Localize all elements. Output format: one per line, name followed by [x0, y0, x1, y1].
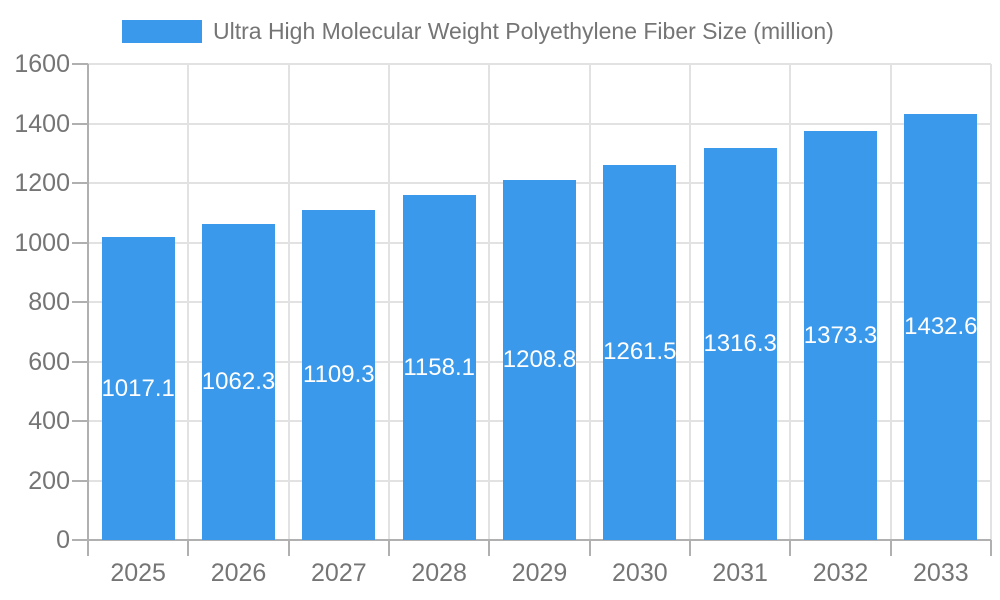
x-axis-tick-label: 2031	[712, 559, 768, 587]
y-axis-tick	[72, 479, 88, 482]
bar-2028	[402, 195, 476, 540]
y-axis-tick-label: 200	[28, 466, 70, 495]
x-axis-tick-label: 2033	[913, 559, 969, 587]
gridline-horizontal	[88, 122, 991, 125]
bar-value-label: 1261.5	[603, 338, 677, 366]
bar-value-label: 1432.6	[904, 312, 978, 340]
bar-2030	[603, 164, 677, 540]
y-axis-tick-label: 0	[56, 526, 70, 554]
x-axis-tick-label: 2026	[210, 559, 267, 587]
x-axis-tick	[588, 540, 591, 556]
x-axis-tick	[889, 540, 892, 556]
bar-value-label: 1316.3	[703, 330, 777, 358]
gridline-vertical	[388, 64, 390, 540]
bar-value-label: 1373.3	[803, 321, 878, 349]
gridline-horizontal	[88, 63, 991, 65]
y-axis-tick	[72, 420, 88, 422]
x-axis-tick-label: 2029	[511, 559, 568, 587]
x-axis-tick	[789, 540, 792, 556]
x-axis-tick	[287, 540, 290, 556]
x-axis-tick	[689, 540, 691, 556]
y-axis-tick-label: 1600	[14, 50, 70, 78]
bar-value-label: 1208.8	[502, 346, 577, 374]
gridline-vertical	[789, 64, 792, 540]
y-axis-tick-label: 1200	[14, 169, 70, 197]
bar-value-label: 1062.3	[201, 367, 276, 395]
x-axis-tick	[187, 540, 190, 556]
bar-2032	[804, 131, 877, 540]
bar-2033	[904, 113, 978, 540]
bar-2026	[202, 223, 275, 540]
bar-2029	[503, 180, 576, 540]
gridline-vertical	[689, 64, 691, 540]
bar-value-label: 1109.3	[303, 360, 375, 388]
bar-2027	[302, 209, 376, 540]
gridline-vertical	[287, 64, 290, 540]
y-axis-tick	[72, 360, 88, 363]
x-axis-tick-label: 2030	[612, 559, 668, 587]
y-axis-tick	[72, 539, 88, 541]
x-axis-tick-label: 2027	[311, 559, 367, 587]
x-axis-tick	[488, 540, 491, 556]
x-axis-tick-label: 2025	[110, 559, 166, 587]
legend-swatch-icon	[122, 20, 202, 43]
y-axis-tick	[72, 63, 88, 65]
y-axis-tick-label: 1400	[14, 109, 70, 138]
x-axis-tick	[388, 540, 390, 556]
x-axis-tick-label: 2032	[812, 559, 869, 587]
gridline-vertical	[488, 64, 491, 540]
y-axis-tick	[72, 122, 88, 125]
y-axis-tick-label: 800	[28, 288, 70, 316]
bar-value-label: 1158.1	[403, 353, 475, 381]
gridline-vertical	[187, 64, 190, 540]
y-axis-tick	[72, 241, 88, 244]
bar-2025	[101, 237, 175, 540]
legend[interactable]: Ultra High Molecular Weight Polyethylene…	[122, 18, 834, 44]
y-axis-line	[87, 64, 89, 540]
y-axis-tick	[72, 301, 88, 303]
gridline-vertical	[889, 64, 892, 540]
y-axis-tick-label: 400	[28, 407, 70, 435]
x-axis-tick	[990, 540, 992, 556]
x-axis-line	[88, 539, 991, 541]
x-axis-tick-label: 2028	[411, 559, 467, 587]
x-axis-tick	[87, 540, 89, 556]
y-axis-tick	[72, 182, 88, 184]
y-axis-tick-label: 600	[28, 347, 70, 376]
legend-label: Ultra High Molecular Weight Polyethylene…	[213, 18, 834, 44]
bar-value-label: 1017.1	[101, 374, 175, 402]
gridline-vertical	[990, 64, 992, 540]
bar-2031	[703, 148, 777, 540]
gridline-vertical	[588, 64, 591, 540]
y-axis-tick-label: 1000	[14, 228, 70, 257]
